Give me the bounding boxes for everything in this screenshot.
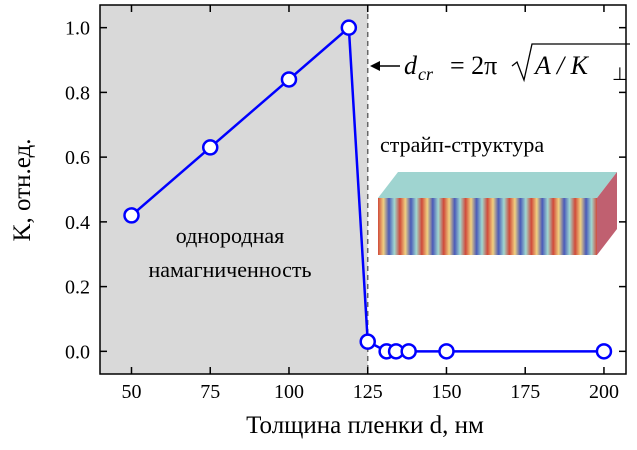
arrowhead [370,61,380,71]
x-tick-label: 75 [200,381,220,403]
region-right-label: страйп-структура [380,132,544,157]
x-tick-label: 200 [589,381,619,403]
data-point [361,335,375,349]
shaded-region [100,5,368,374]
data-point [402,344,416,358]
data-point [124,208,138,222]
formula-radicand: A / K [533,51,590,80]
data-point [203,140,217,154]
formula-sub: cr [418,64,434,84]
data-point [282,72,296,86]
stripe-front [378,198,597,255]
formula: d cr = 2π A / K ⊥ [370,44,630,84]
x-tick-label: 125 [353,381,383,403]
chart: страйп-структура однородная намагниченно… [0,0,637,445]
region-left-label: намагниченность [149,257,312,282]
stripe-image [378,172,617,255]
y-tick-label: 0.6 [65,147,90,169]
x-tick-label: 50 [121,381,141,403]
y-tick-label: 0.4 [65,212,90,234]
y-axis-label: K, отн.ед. [9,138,36,241]
data-point [342,21,356,35]
x-tick-label: 175 [510,381,540,403]
data-point [439,344,453,358]
y-tick-label: 0.0 [65,341,90,363]
formula-rhs: = 2π [450,51,497,80]
y-tick-label: 1.0 [65,18,90,40]
data-point [597,344,611,358]
stripe-top [378,172,617,198]
x-tick-label: 100 [274,381,304,403]
x-axis-label: Толщина пленки d, нм [246,412,484,439]
background-layer [100,5,368,374]
x-tick-label: 150 [431,381,461,403]
y-tick-label: 0.8 [65,82,90,104]
region-left-label: однородная [176,223,285,248]
formula-d: d [404,51,418,80]
y-tick-label: 0.2 [65,277,90,299]
